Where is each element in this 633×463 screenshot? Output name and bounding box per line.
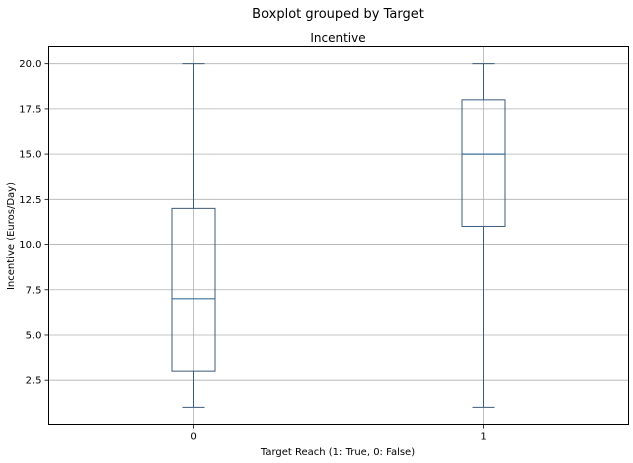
plot-area-frame — [48, 46, 629, 425]
box-series — [171, 63, 506, 408]
x-axis-label: Target Reach (1: True, 0: False) — [260, 447, 415, 458]
box-group-1 — [461, 63, 506, 408]
box-iqr — [171, 207, 216, 372]
x-tick-label: 0 — [190, 432, 196, 443]
box-group-0 — [171, 63, 216, 408]
chart-suptitle: Boxplot grouped by Target — [252, 7, 424, 22]
y-tick-label: 5.0 — [26, 330, 42, 341]
y-tick-label: 20.0 — [19, 59, 41, 70]
y-tick-label: 15.0 — [19, 150, 41, 161]
y-axis-ticks: 2.5 5.0 7.5 10.0 12.5 15.0 17.5 20.0 — [19, 59, 49, 387]
x-tick-label: 1 — [480, 432, 486, 443]
y-tick-label: 2.5 — [26, 376, 42, 387]
y-tick-label: 12.5 — [19, 195, 41, 206]
y-tick-label: 17.5 — [19, 104, 41, 115]
box-iqr — [461, 99, 506, 227]
y-axis-label: Incentive (Euros/Day) — [6, 182, 17, 290]
grid-lines — [48, 46, 629, 425]
y-tick-label: 10.0 — [19, 240, 41, 251]
chart-title: Incentive — [310, 31, 365, 45]
y-tick-label: 7.5 — [26, 285, 42, 296]
